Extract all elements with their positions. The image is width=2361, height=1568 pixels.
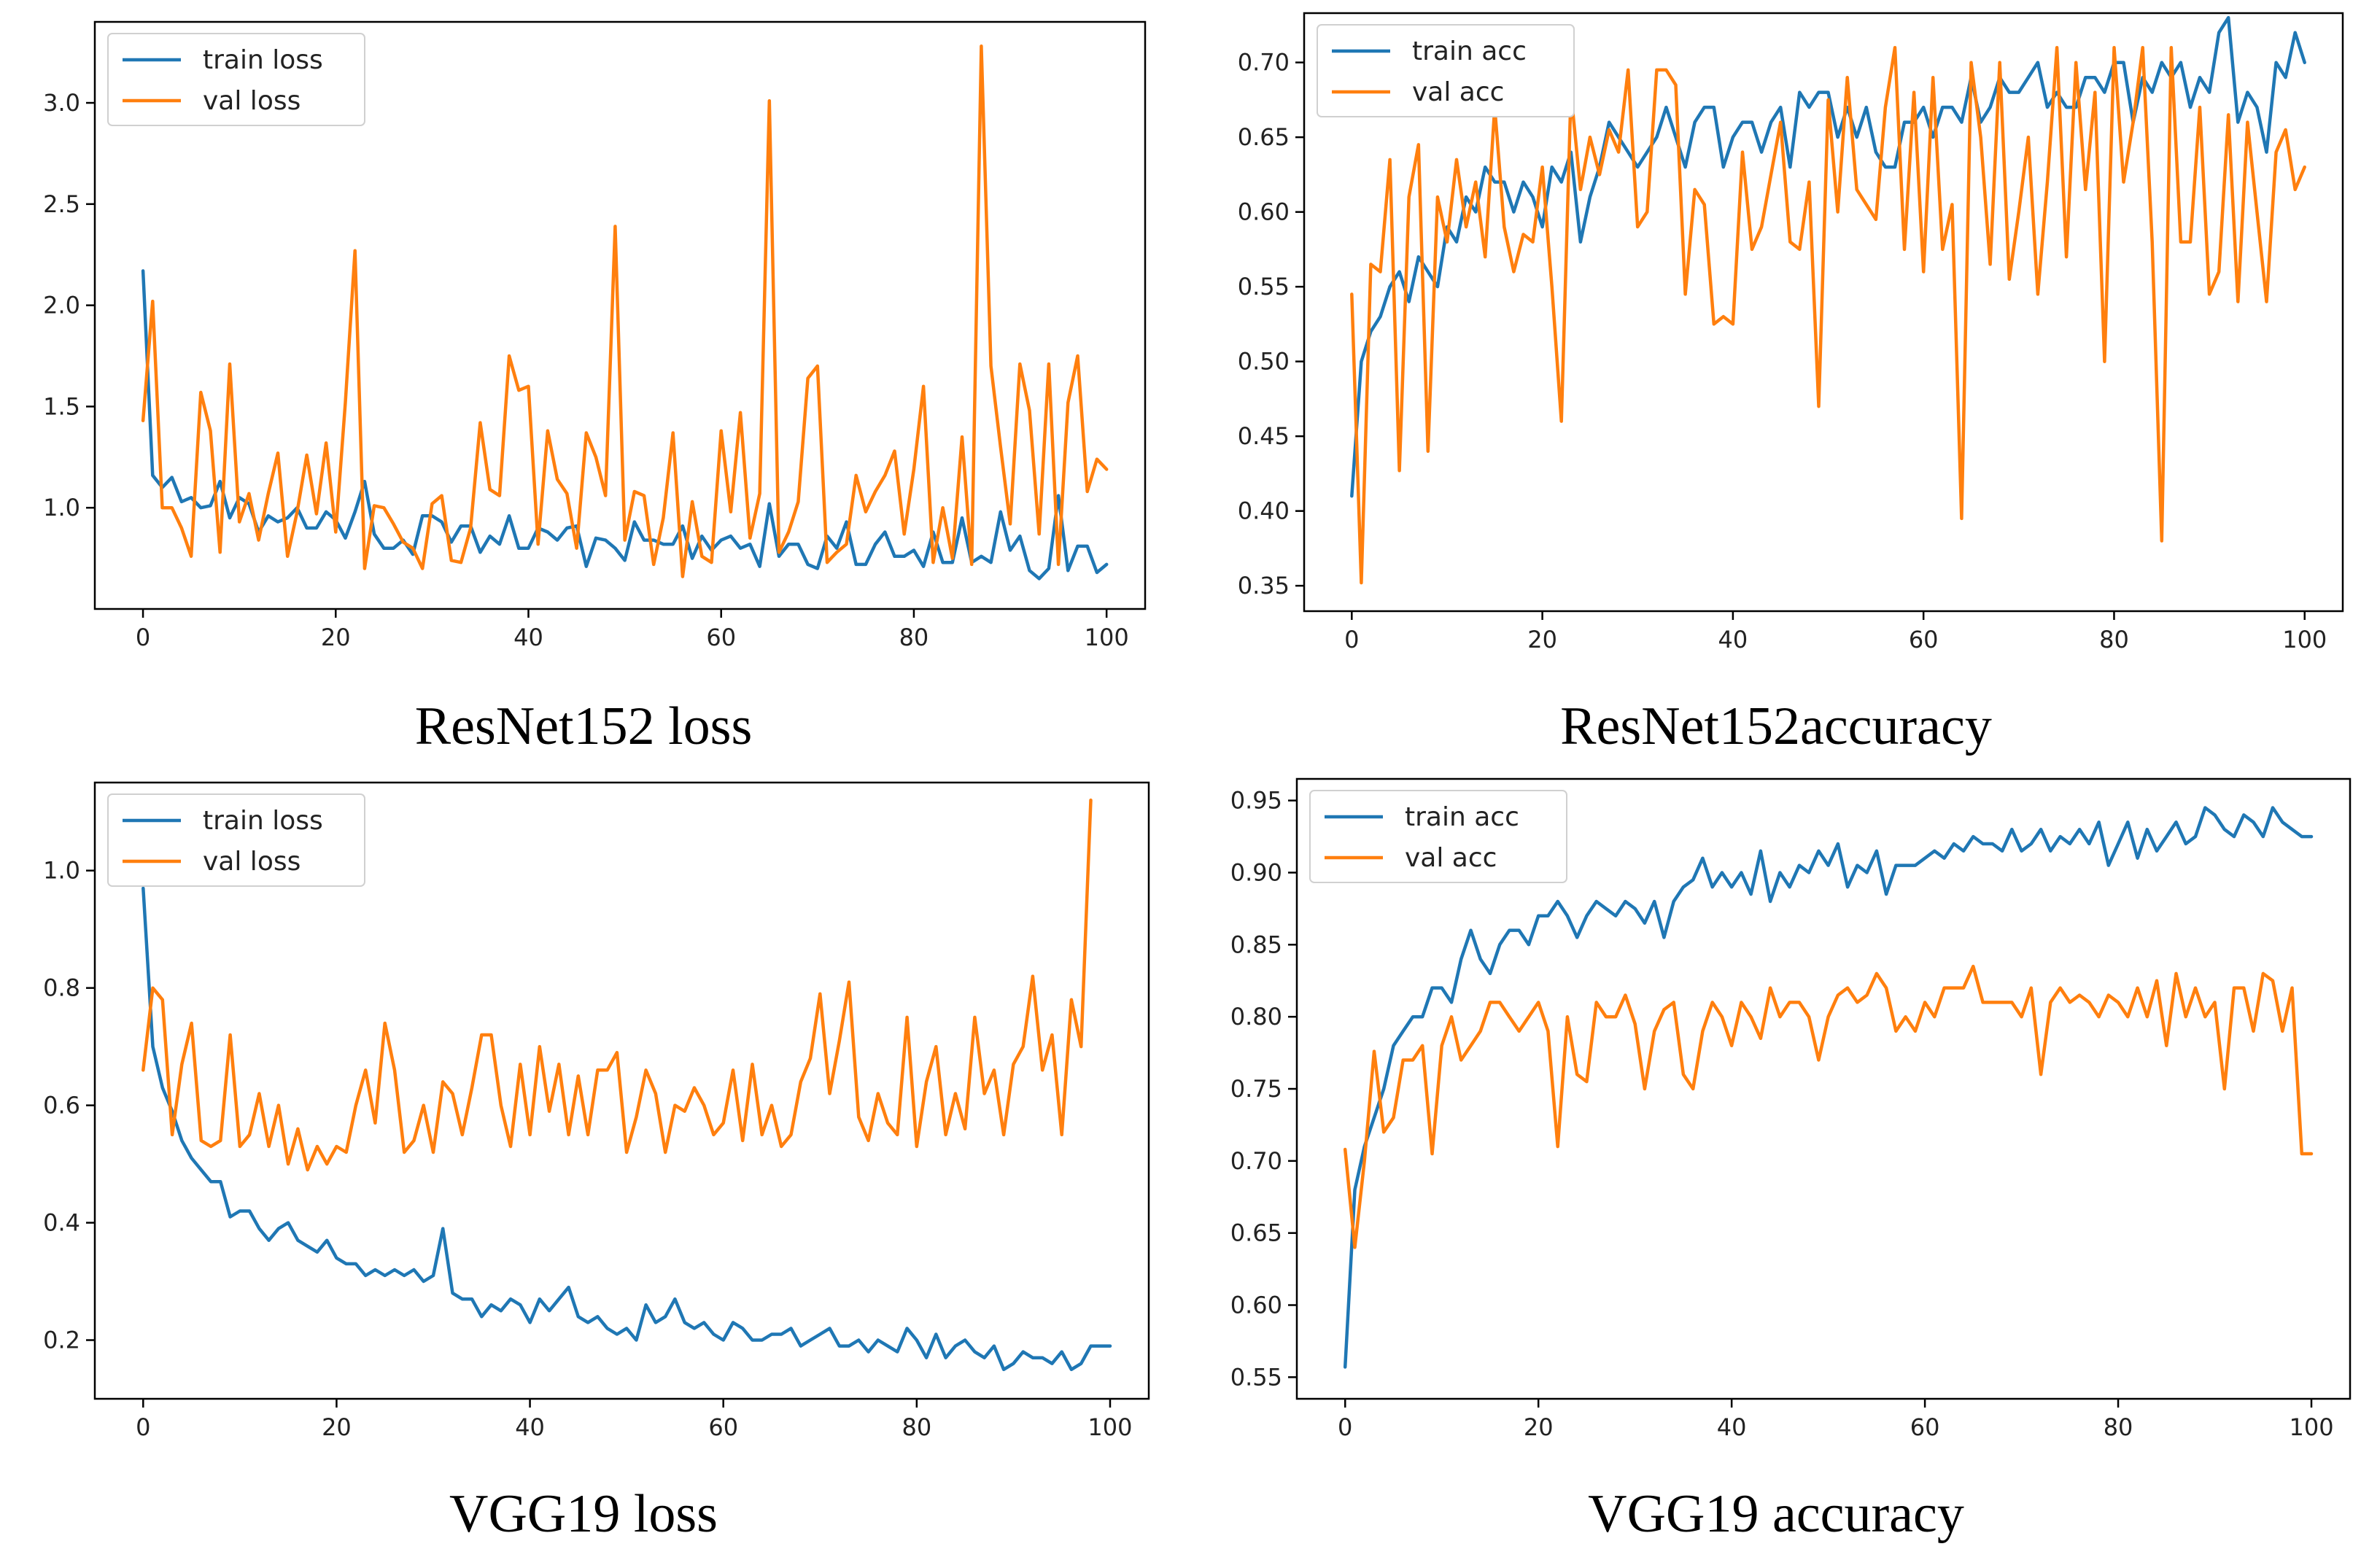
y-tick-label: 2.0 <box>43 292 80 319</box>
legend-box <box>1317 24 1575 117</box>
x-tick-label: 80 <box>899 624 929 651</box>
x-tick-label: 40 <box>515 1413 545 1441</box>
y-tick-label: 1.5 <box>43 392 80 420</box>
y-tick-label: 0.4 <box>43 1209 80 1237</box>
y-tick-label: 0.2 <box>43 1327 80 1354</box>
y-tick-label: 0.80 <box>1230 1003 1282 1031</box>
x-tick-label: 20 <box>322 1413 352 1441</box>
y-tick-label: 0.75 <box>1230 1075 1282 1103</box>
y-tick-label: 0.90 <box>1230 858 1282 886</box>
legend-label: val loss <box>203 86 301 116</box>
plot-frame <box>93 20 1147 610</box>
legend-label: val acc <box>1405 843 1497 873</box>
series-line-val-acc <box>1350 45 2306 585</box>
y-tick-label: 2.5 <box>43 190 80 218</box>
legend: train acc val acc <box>1317 24 1575 117</box>
y-tick-label: 0.70 <box>1230 1147 1282 1175</box>
y-tick-label: 0.40 <box>1238 497 1290 525</box>
x-tick-label: 20 <box>321 624 351 651</box>
caption-vgg19-loss: VGG19 loss <box>449 1484 718 1544</box>
chart-resnet152-accuracy: 0 20 40 60 80 100 0.35 0.40 0.45 0.50 0.55 0.60 0.65… <box>1238 12 2344 653</box>
x-tick-label: 60 <box>706 624 736 651</box>
legend-box <box>107 33 365 126</box>
x-tick-label: 80 <box>2104 1413 2133 1441</box>
x-tick-label: 100 <box>2282 626 2327 653</box>
series-line-val-loss <box>141 798 1093 1172</box>
x-tick-label: 100 <box>2289 1413 2333 1441</box>
x-tick-label: 20 <box>1527 626 1557 653</box>
y-tick-label: 0.95 <box>1230 787 1282 815</box>
x-tick-label: 0 <box>136 1413 150 1441</box>
caption-resnet152-loss: ResNet152 loss <box>415 696 753 756</box>
x-tick-label: 80 <box>902 1413 931 1441</box>
series-line-val-loss <box>141 44 1109 578</box>
x-tick-label: 40 <box>1718 626 1748 653</box>
chart-vgg19-accuracy: 0 20 40 60 80 100 0.55 0.60 0.65 0.70 0.75 0.80 0.85… <box>1230 777 2352 1441</box>
y-tick-label: 0.8 <box>43 974 80 1002</box>
y-tick-label: 0.55 <box>1230 1363 1282 1391</box>
y-tick-label: 0.60 <box>1238 198 1290 226</box>
plot-frame <box>1303 12 2344 613</box>
caption-vgg19-accuracy: VGG19 accuracy <box>1588 1484 1964 1544</box>
x-tick-label: 60 <box>1909 626 1939 653</box>
plot-frame <box>93 781 1150 1400</box>
x-tick-label: 100 <box>1088 1413 1132 1441</box>
caption-resnet152-accuracy: ResNet152accuracy <box>1560 696 1992 756</box>
x-tick-label: 60 <box>1910 1413 1940 1441</box>
y-tick-label: 0.55 <box>1238 273 1290 300</box>
y-tick-label: 0.6 <box>43 1092 80 1119</box>
x-tick-label: 20 <box>1524 1413 1554 1441</box>
y-tick-label: 0.85 <box>1230 931 1282 958</box>
series-line-train-loss <box>141 886 1112 1372</box>
legend-label: train acc <box>1405 802 1519 832</box>
y-tick-label: 1.0 <box>43 494 80 521</box>
x-tick-label: 0 <box>136 624 150 651</box>
legend-label: train acc <box>1412 36 1527 66</box>
x-tick-label: 0 <box>1344 626 1359 653</box>
legend-box <box>107 793 365 887</box>
series-line-train-acc <box>1343 806 2314 1369</box>
y-tick-label: 0.45 <box>1238 422 1290 450</box>
series-line-train-loss <box>141 269 1109 581</box>
y-tick-label: 3.0 <box>43 89 80 117</box>
y-tick-label: 0.35 <box>1238 572 1290 599</box>
y-tick-label: 0.70 <box>1238 49 1290 77</box>
chart-resnet152-loss: 0 20 40 60 80 100 1.0 1.5 2.0 2.5 3.0 train loss val… <box>43 20 1147 651</box>
legend-label: val acc <box>1412 77 1504 107</box>
y-tick-label: 0.65 <box>1238 123 1290 151</box>
x-tick-label: 40 <box>513 624 543 651</box>
y-tick-label: 0.50 <box>1238 348 1290 376</box>
y-tick-label: 0.60 <box>1230 1292 1282 1319</box>
x-tick-label: 40 <box>1717 1413 1747 1441</box>
series-line-val-acc <box>1343 964 2314 1249</box>
x-tick-label: 60 <box>708 1413 738 1441</box>
legend-label: train loss <box>203 45 323 75</box>
legend-label: train loss <box>203 806 323 836</box>
legend: train loss val loss <box>107 33 365 126</box>
legend: train loss val loss <box>107 793 365 887</box>
legend: train acc val acc <box>1309 790 1567 883</box>
legend-box <box>1309 790 1567 883</box>
x-tick-label: 100 <box>1085 624 1129 651</box>
chart-vgg19-loss: 0 20 40 60 80 100 0.2 0.4 0.6 0.8 1.0 train loss val… <box>43 781 1150 1441</box>
legend-label: val loss <box>203 847 301 877</box>
x-tick-label: 0 <box>1338 1413 1352 1441</box>
x-tick-label: 80 <box>2099 626 2129 653</box>
y-tick-label: 0.65 <box>1230 1219 1282 1247</box>
y-tick-label: 1.0 <box>43 857 80 885</box>
